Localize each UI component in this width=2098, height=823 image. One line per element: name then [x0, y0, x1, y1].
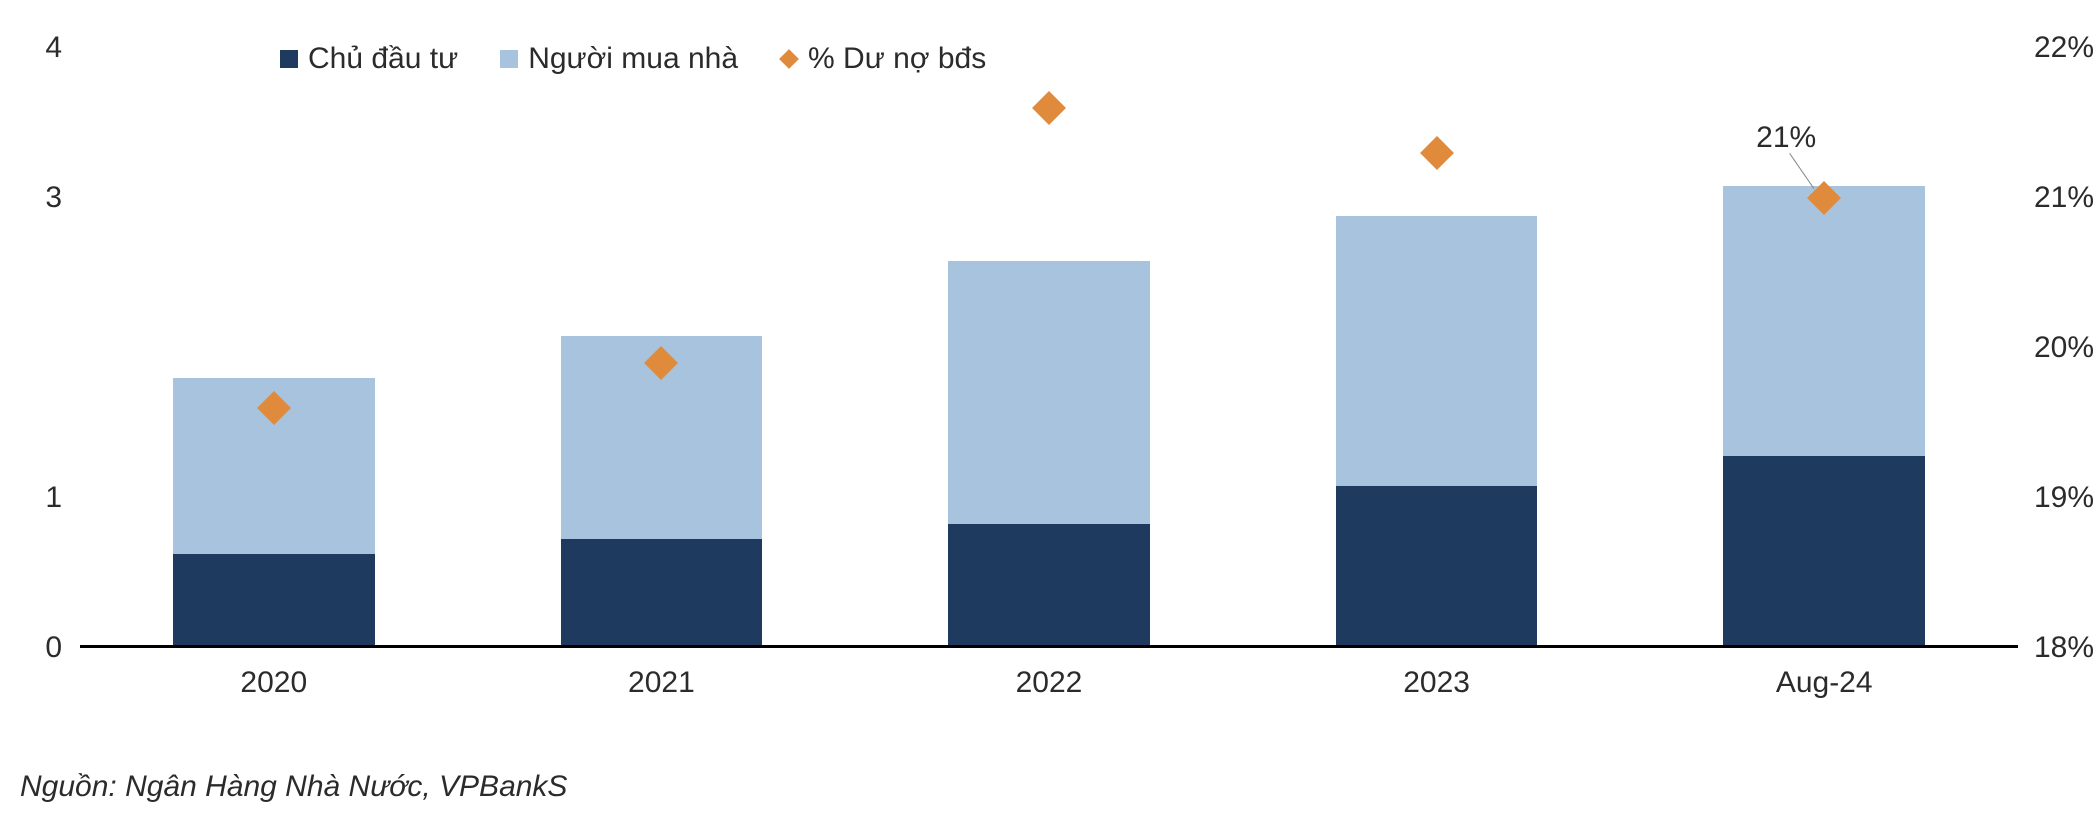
legend-item-nguoi-mua-nha: Người mua nhà: [500, 42, 738, 76]
legend-swatch-nguoi-mua-nha: [500, 50, 518, 68]
chart: 21% 0 1 3 4 18% 19% 20% 21% 22% 2020 2021 2022 2023 Au…: [0, 0, 2098, 823]
y-left-tick-label: 4: [45, 31, 62, 65]
y-left-tick-label: 1: [45, 481, 62, 515]
bar-nguoi-mua-nha: [1336, 216, 1538, 486]
x-tick-label: 2023: [1403, 666, 1470, 700]
y-right-tick-label: 20%: [2034, 331, 2094, 365]
x-tick-label: 2022: [1016, 666, 1083, 700]
y-right-tick-label: 19%: [2034, 481, 2094, 515]
bar-chu-dau-tu: [561, 539, 763, 649]
y-right-tick-label: 22%: [2034, 31, 2094, 65]
plot-area: 21%: [80, 48, 2018, 648]
bar-chu-dau-tu: [1723, 456, 1925, 648]
legend-item-nguoi-mua-nha-label: Người mua nhà: [528, 42, 738, 76]
legend-item-chu-dau-tu: Chủ đầu tư: [280, 42, 458, 76]
legend-swatch-pct-du-no-bds: [780, 50, 798, 68]
x-tick-label: Aug-24: [1776, 666, 1873, 700]
annotation-label: 21%: [1756, 121, 1816, 155]
marker-pct-du-no-bds: [1420, 136, 1454, 170]
legend-item-pct-du-no-bds: % Dư nợ bđs: [780, 42, 986, 76]
x-axis-line: [80, 645, 2018, 648]
bar-nguoi-mua-nha: [1723, 186, 1925, 456]
y-right-tick-label: 21%: [2034, 181, 2094, 215]
annotation-leader: [1789, 153, 1814, 189]
bar-chu-dau-tu: [173, 554, 375, 649]
bar-nguoi-mua-nha: [948, 261, 1150, 524]
y-right-tick-label: 18%: [2034, 631, 2094, 665]
legend: Chủ đầu tư Người mua nhà % Dư nợ bđs: [280, 42, 986, 76]
bar-chu-dau-tu: [1336, 486, 1538, 648]
x-tick-label: 2020: [240, 666, 307, 700]
y-left-tick-label: 0: [45, 631, 62, 665]
y-left-tick-label: 3: [45, 181, 62, 215]
bar-chu-dau-tu: [948, 524, 1150, 649]
x-tick-label: 2021: [628, 666, 695, 700]
source-text: Nguồn: Ngân Hàng Nhà Nước, VPBankS: [20, 770, 567, 804]
legend-swatch-chu-dau-tu: [280, 50, 298, 68]
legend-item-chu-dau-tu-label: Chủ đầu tư: [308, 42, 458, 76]
marker-pct-du-no-bds: [1032, 91, 1066, 125]
legend-item-pct-du-no-bds-label: % Dư nợ bđs: [808, 42, 986, 76]
